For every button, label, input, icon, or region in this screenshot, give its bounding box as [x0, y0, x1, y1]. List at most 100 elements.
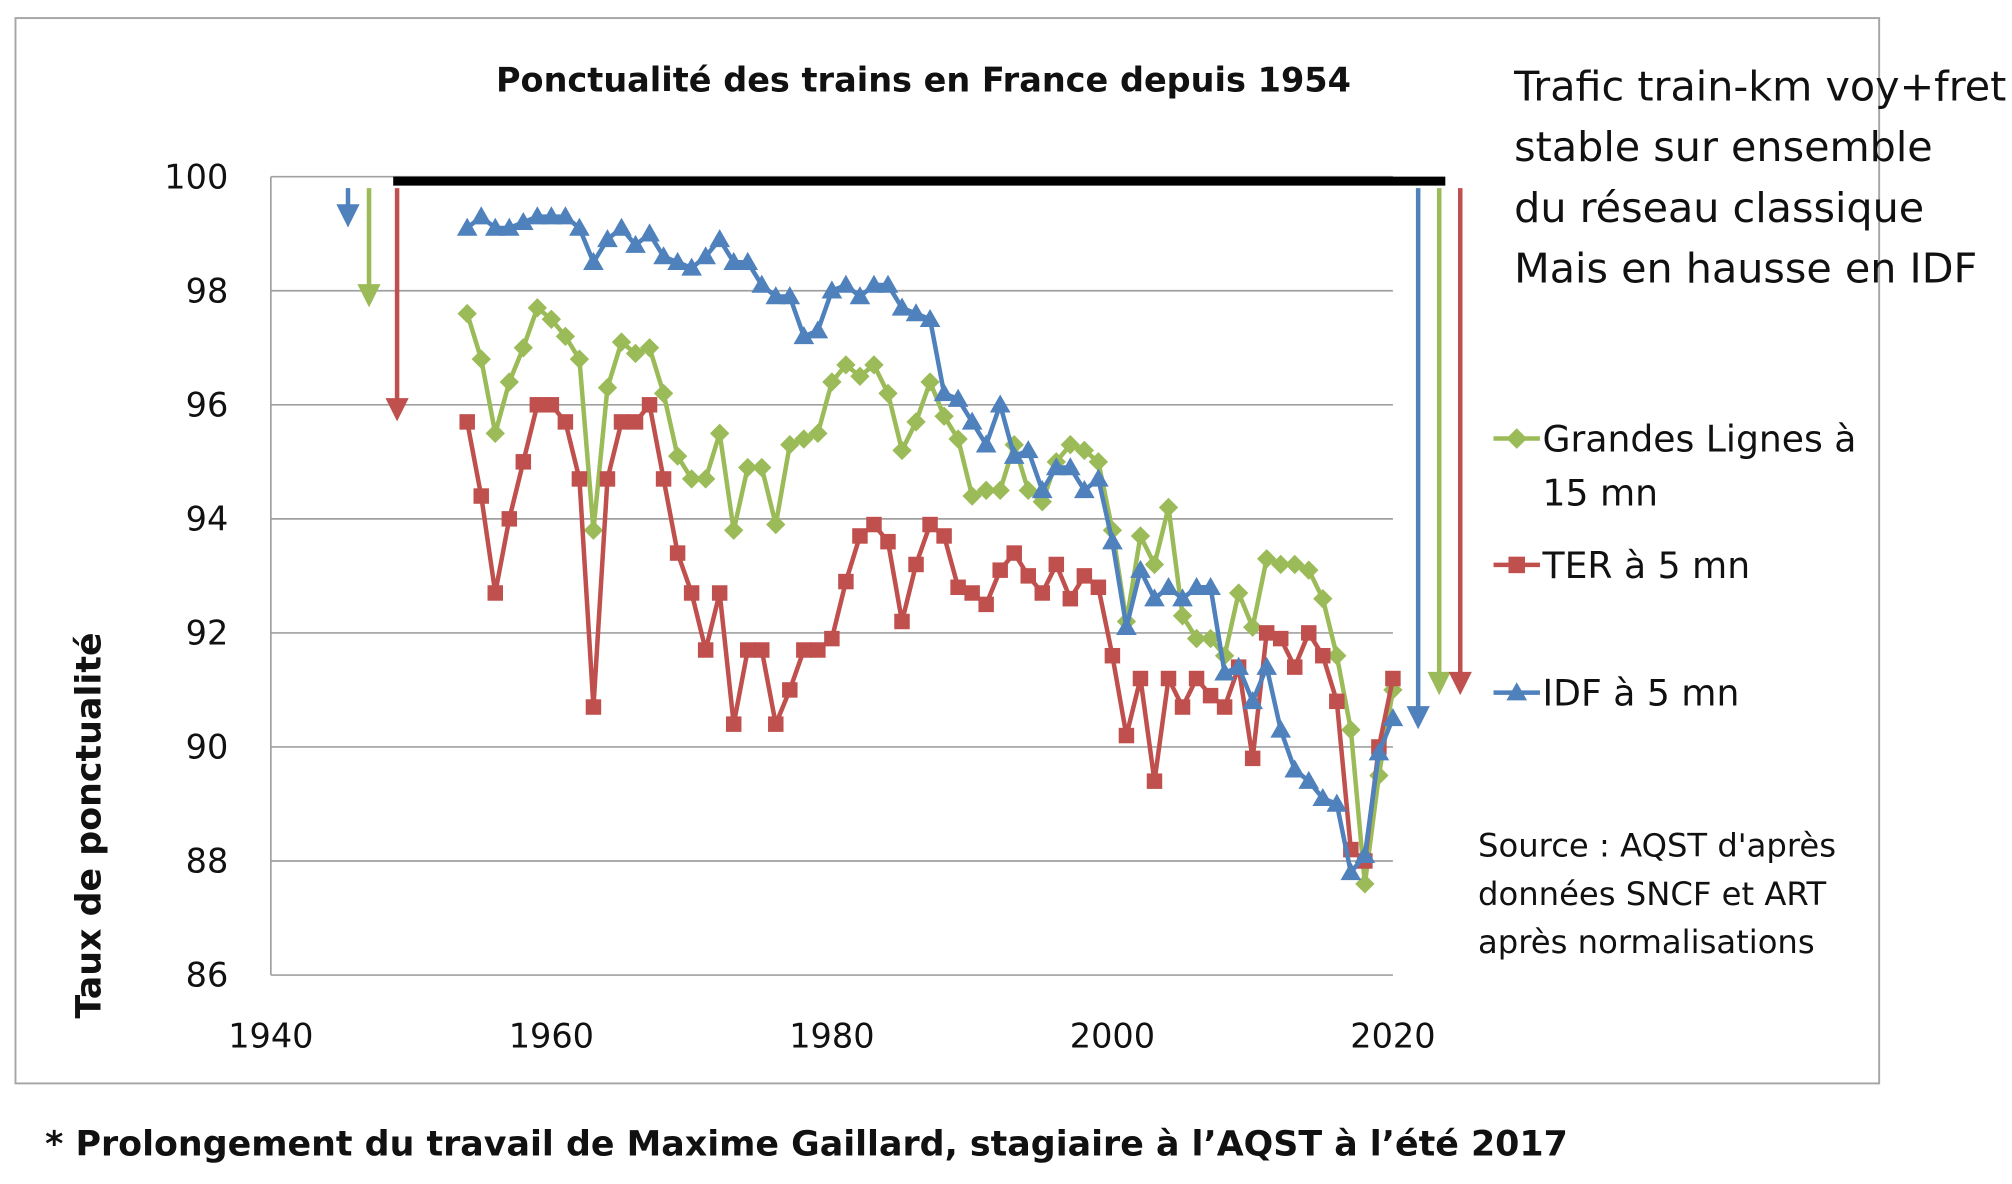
diamond-marker [667, 446, 688, 466]
triangle-marker [1003, 445, 1025, 464]
diamond-marker [1102, 520, 1123, 540]
triangle-marker [877, 274, 899, 293]
triangle-marker [1088, 468, 1109, 487]
diamond-marker [513, 338, 533, 358]
diamond-marker [1088, 452, 1109, 472]
triangle-marker [1102, 531, 1123, 550]
legend-item: Grandes Lignes à 15 mn [1493, 417, 1856, 515]
square-marker [1118, 727, 1135, 744]
side-note: Trafic train-km voy+fret stable sur ensem… [1513, 63, 2006, 293]
diamond-marker [681, 469, 702, 489]
diamond-marker [1327, 646, 1347, 666]
square-marker [557, 414, 574, 430]
diamond-marker [471, 349, 491, 369]
triangle-marker [975, 434, 997, 453]
triangle-marker [737, 251, 759, 270]
square-marker [978, 596, 994, 613]
square-marker [1244, 750, 1261, 767]
triangle-marker [1368, 742, 1390, 761]
diamond-marker [1074, 440, 1095, 461]
square-marker [1216, 699, 1233, 715]
triangle-marker [961, 411, 983, 430]
diamond-marker [1144, 554, 1165, 575]
diamond-marker [569, 349, 590, 369]
triangle-marker [1326, 793, 1348, 812]
square-marker [1287, 659, 1303, 675]
triangle-marker [597, 229, 618, 248]
triangle-marker [1354, 844, 1376, 864]
triangle-marker [919, 308, 941, 328]
diamond-marker [892, 440, 912, 461]
triangle-marker [1228, 656, 1249, 675]
triangle-marker [527, 206, 548, 225]
square-marker [1258, 625, 1275, 641]
square-marker [473, 488, 489, 504]
square-marker [1508, 556, 1525, 574]
drop-arrow-head-icon [385, 398, 409, 422]
diamond-marker [906, 412, 926, 432]
square-marker [1146, 773, 1163, 789]
diamond-marker [541, 309, 562, 329]
diamond-marker [1271, 554, 1291, 575]
triangle-marker [1172, 588, 1193, 607]
source-note: Source : AQST d'après données SNCF et ART… [1478, 826, 1836, 961]
triangle-marker [681, 257, 702, 276]
drop-arrow-head-icon [336, 204, 360, 228]
triangle-marker [1312, 787, 1334, 807]
diamond-marker [808, 423, 828, 443]
diamond-marker [878, 383, 898, 404]
y-tick-label: 86 [186, 956, 229, 995]
square-marker [1329, 693, 1345, 710]
diamond-marker [1018, 480, 1038, 501]
triangle-marker [1017, 440, 1039, 459]
diamond-marker [948, 429, 968, 449]
triangle-marker [625, 234, 646, 253]
square-marker [1104, 647, 1121, 664]
diamond-marker [724, 520, 744, 540]
diamond-marker [583, 520, 604, 540]
y-tick-label: 94 [186, 499, 229, 538]
square-marker [627, 414, 644, 430]
y-tick-label: 88 [186, 842, 229, 881]
triangle-marker [1130, 559, 1151, 578]
triangle-marker [1270, 719, 1292, 738]
source-line: données SNCF et ART [1478, 875, 1826, 913]
triangle-marker [569, 217, 590, 236]
square-marker [711, 585, 728, 601]
square-marker [852, 528, 868, 544]
triangle-marker [1074, 480, 1095, 499]
triangle-marker [849, 286, 871, 305]
triangle-marker [1060, 457, 1081, 476]
square-marker [1385, 670, 1401, 687]
triangle-marker [793, 326, 815, 345]
diamond-marker [1172, 606, 1193, 626]
diamond-marker [850, 366, 870, 386]
series-group [456, 206, 1404, 894]
triangle-marker [1200, 576, 1221, 596]
square-marker [754, 642, 770, 658]
square-marker [487, 585, 503, 601]
side-note-line: stable sur ensemble [1514, 123, 1933, 171]
legend-label: TER à 5 mn [1542, 544, 1751, 587]
diamond-marker [836, 355, 856, 375]
triangle-marker [484, 217, 506, 236]
drop-arrow-head-icon [357, 284, 381, 308]
square-marker [683, 585, 700, 601]
diamond-marker [499, 372, 519, 392]
diamond-marker [695, 469, 716, 489]
square-marker [1315, 647, 1331, 664]
gridlines [270, 175, 1393, 976]
legend-item: IDF à 5 mn [1493, 671, 1739, 714]
triangle-marker [583, 251, 604, 270]
diamond-marker [1158, 497, 1179, 518]
legend-label: 15 mn [1543, 472, 1659, 515]
drop-arrow-head-icon [1427, 671, 1451, 696]
square-marker [838, 573, 854, 590]
series-diamond [457, 298, 1403, 894]
triangle-marker [1214, 662, 1235, 681]
y-tick-label: 100 [164, 157, 228, 196]
square-marker [1132, 670, 1149, 687]
square-marker [936, 528, 952, 544]
triangle-marker [989, 394, 1011, 413]
square-marker [669, 545, 686, 561]
